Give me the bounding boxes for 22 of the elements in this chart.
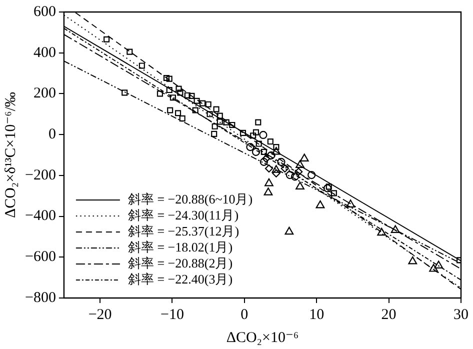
legend-label: 斜率 = −22.40(3月) — [128, 271, 233, 286]
y-tick-label: −400 — [24, 208, 56, 224]
legend-label: 斜率 = −24.30(11月) — [128, 207, 239, 222]
legend-label: 斜率 = −20.88(6~10月) — [128, 191, 253, 206]
y-tick-label: 200 — [33, 86, 56, 102]
x-tick-label: 10 — [309, 306, 324, 323]
x-tick-label: 30 — [454, 306, 468, 323]
y-tick-label: 400 — [33, 44, 56, 61]
y-axis-title: ΔCO₂×δ¹³C×10⁻⁶/‰ — [2, 92, 19, 218]
x-tick-label: −20 — [88, 306, 112, 323]
legend-label: 斜率 = −20.88(2月) — [128, 255, 233, 270]
x-tick-label: −10 — [160, 306, 184, 323]
y-tick-label: −200 — [24, 167, 56, 184]
legend-label: 斜率 = −18.02(1月) — [128, 239, 233, 254]
y-tick-label: −600 — [24, 249, 56, 266]
y-tick-label: 0 — [48, 126, 56, 143]
x-tick-label: 20 — [381, 306, 396, 323]
y-tick-label: −800 — [24, 290, 56, 306]
y-tick-label: 600 — [33, 4, 56, 20]
legend-label: 斜率 = −25.37(12月) — [128, 223, 240, 238]
x-tick-label: 0 — [240, 306, 248, 323]
x-axis-title: ΔCO₂×10⁻⁶ — [226, 330, 299, 346]
